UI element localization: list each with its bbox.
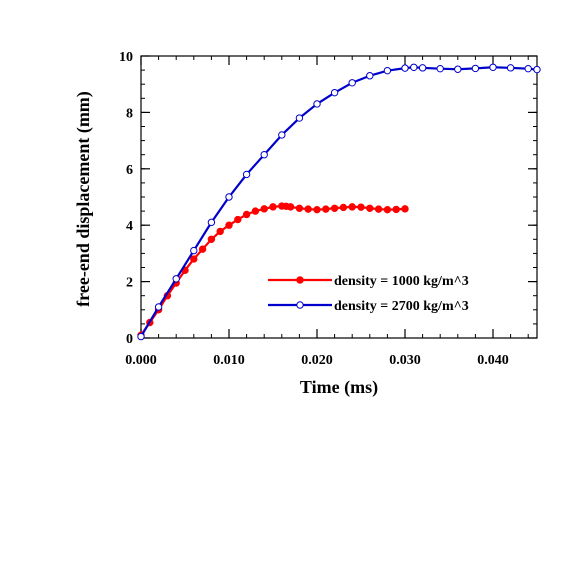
legend-entry-2700: density = 2700 kg/m^3 <box>268 299 469 314</box>
data-point <box>454 65 462 73</box>
data-point <box>269 203 277 211</box>
data-point <box>304 205 312 213</box>
data-point <box>207 235 216 244</box>
x-tick-label: 0.040 <box>477 353 509 368</box>
data-point <box>260 205 268 213</box>
y-tick-label: 10 <box>119 50 133 65</box>
data-point <box>401 205 409 213</box>
series-1 <box>137 63 541 341</box>
data-point <box>348 203 356 211</box>
data-point <box>137 332 145 341</box>
data-point <box>366 72 374 80</box>
data-point <box>418 64 427 72</box>
legend: density = 1000 kg/m^3 density = 2700 kg/… <box>268 274 469 314</box>
y-tick-label: 8 <box>126 106 133 121</box>
data-point <box>198 245 207 253</box>
series-layer <box>137 63 541 341</box>
data-point <box>242 170 251 179</box>
legend-marker-1000 <box>296 276 304 284</box>
data-point <box>410 63 418 71</box>
data-point <box>322 205 330 213</box>
data-point <box>366 204 374 212</box>
data-point <box>154 303 163 311</box>
data-point <box>295 204 304 212</box>
data-point <box>216 227 224 236</box>
legend-marker-2700 <box>296 301 304 309</box>
x-tick-label: 0.030 <box>389 353 421 368</box>
data-point <box>348 79 356 87</box>
x-tick-label: 0.000 <box>125 353 157 368</box>
data-point <box>374 205 383 213</box>
data-point <box>313 205 321 214</box>
y-axis-label: free-end displacement (mm) <box>73 91 94 307</box>
data-point <box>278 131 286 139</box>
data-point <box>357 203 365 211</box>
data-point <box>190 255 198 263</box>
data-point <box>225 193 233 201</box>
series-line-1 <box>140 66 538 338</box>
data-point <box>190 246 198 255</box>
x-axis-label: Time (ms) <box>300 377 378 398</box>
x-axis: 0.000 0.010 0.020 0.030 0.040 <box>125 56 529 368</box>
data-point <box>330 204 339 212</box>
legend-label-2700: density = 2700 kg/m^3 <box>334 299 469 314</box>
data-point <box>524 64 532 73</box>
x-tick-label: 0.020 <box>301 353 333 368</box>
data-point <box>392 205 400 214</box>
data-point <box>313 100 321 108</box>
data-point <box>251 207 260 215</box>
y-tick-label: 2 <box>126 276 133 291</box>
data-point <box>489 63 497 71</box>
data-point <box>330 88 339 97</box>
y-axis: 0 2 4 6 8 10 <box>119 50 537 347</box>
data-point <box>295 114 304 122</box>
data-point <box>207 218 216 227</box>
data-point <box>234 215 242 224</box>
legend-label-1000: density = 1000 kg/m^3 <box>334 274 469 289</box>
y-tick-label: 4 <box>126 219 133 234</box>
data-point <box>436 64 444 73</box>
data-point <box>225 221 233 229</box>
plot-border <box>140 55 538 339</box>
data-point <box>242 210 251 219</box>
data-point <box>286 203 295 211</box>
data-point <box>172 275 180 283</box>
data-point <box>533 65 541 74</box>
data-point <box>260 151 268 159</box>
data-point <box>506 64 515 72</box>
plot-area <box>140 55 538 339</box>
y-tick-label: 6 <box>126 163 133 178</box>
data-point <box>383 205 392 214</box>
data-point <box>401 64 409 72</box>
y-tick-label: 0 <box>126 332 133 347</box>
x-tick-label: 0.010 <box>213 353 245 368</box>
series-0 <box>137 202 409 339</box>
data-point <box>339 203 348 212</box>
data-point <box>471 64 480 73</box>
legend-entry-1000: density = 1000 kg/m^3 <box>268 274 469 289</box>
data-point <box>383 66 392 75</box>
